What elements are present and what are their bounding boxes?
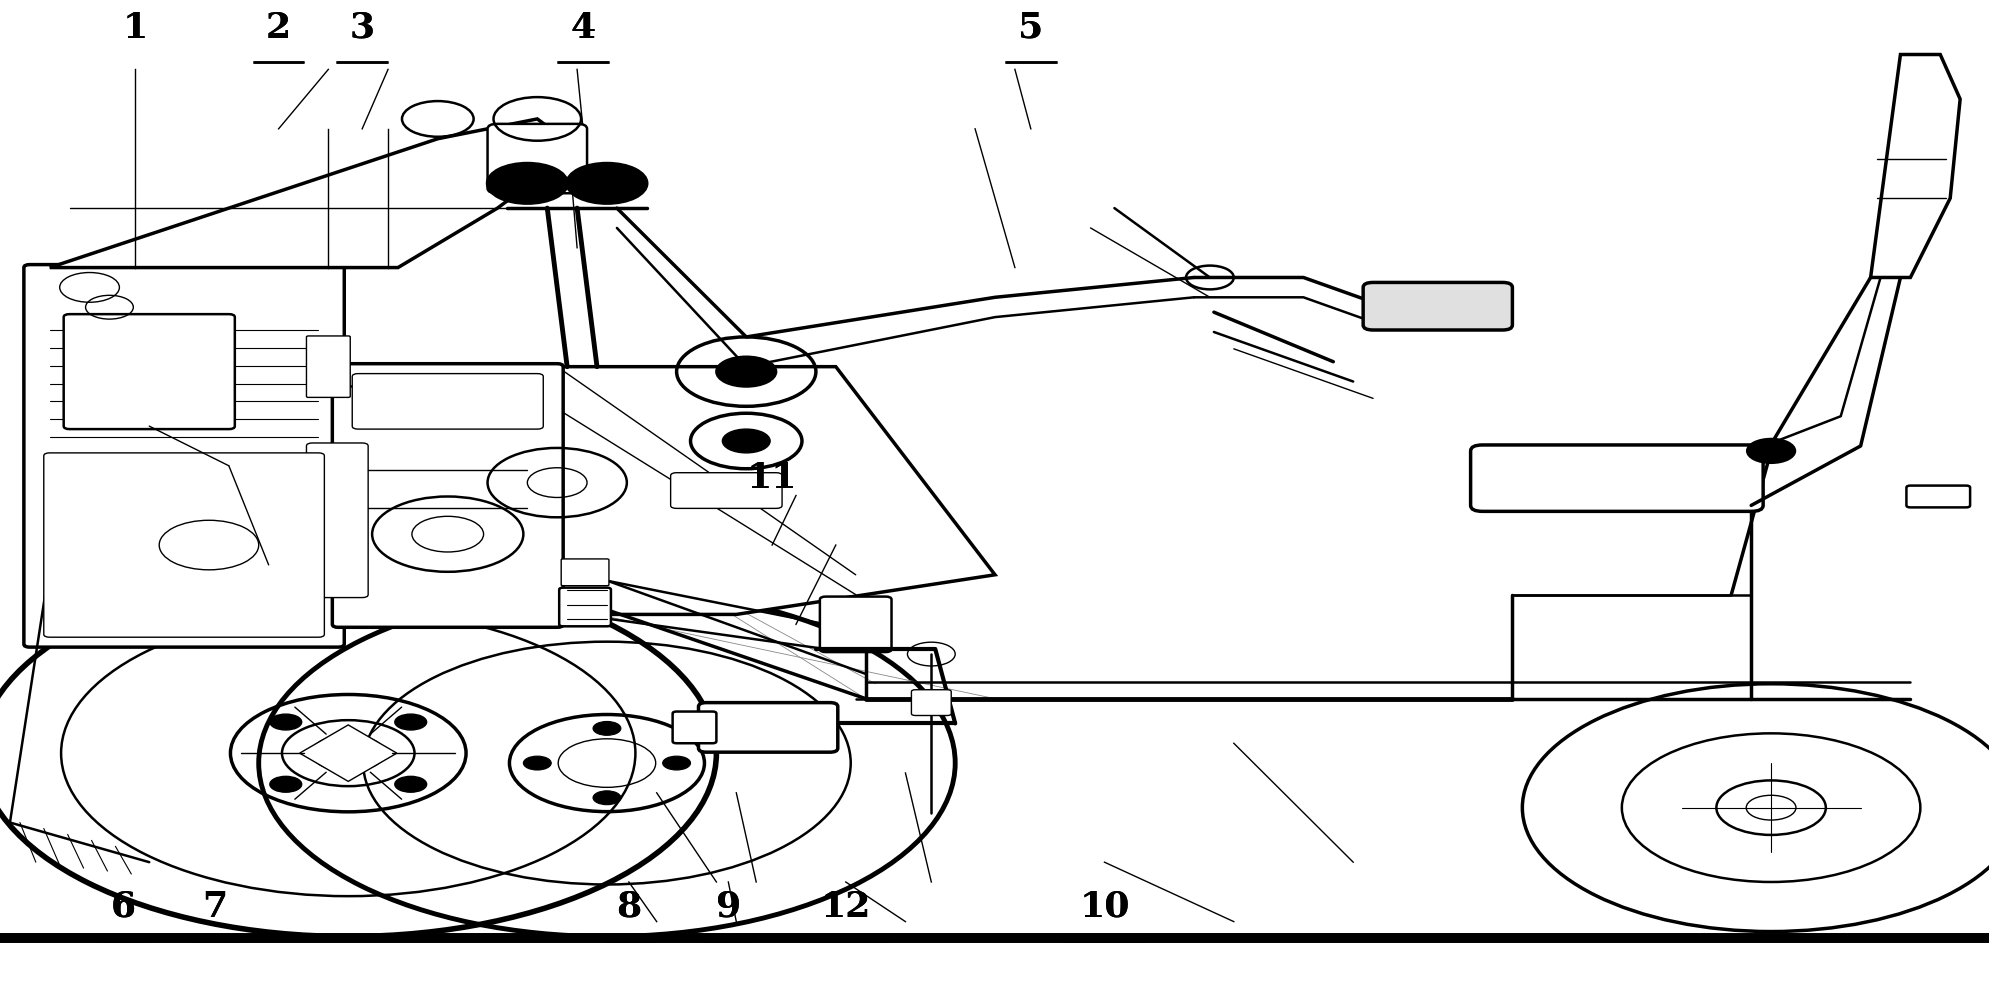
Text: 7: 7 [203, 890, 227, 924]
Text: 8: 8 [617, 890, 640, 924]
FancyBboxPatch shape [1905, 486, 1969, 507]
Text: 11: 11 [746, 462, 798, 496]
FancyBboxPatch shape [819, 597, 891, 652]
Text: 5: 5 [1018, 11, 1042, 45]
Circle shape [271, 715, 302, 730]
FancyBboxPatch shape [672, 712, 716, 743]
FancyBboxPatch shape [670, 473, 782, 508]
Circle shape [662, 756, 690, 770]
Text: 5: 5 [1018, 11, 1042, 45]
Text: 6: 6 [111, 890, 135, 924]
Text: 8: 8 [617, 890, 640, 924]
FancyBboxPatch shape [306, 443, 368, 598]
FancyBboxPatch shape [44, 453, 324, 637]
Polygon shape [308, 367, 994, 614]
Circle shape [593, 721, 621, 735]
Text: 9: 9 [716, 890, 740, 924]
FancyBboxPatch shape [561, 559, 609, 586]
Text: 1: 1 [123, 11, 147, 45]
Circle shape [1746, 439, 1794, 463]
FancyBboxPatch shape [64, 314, 235, 429]
Text: 2: 2 [267, 11, 290, 45]
Circle shape [716, 357, 776, 386]
Text: 2: 2 [267, 11, 290, 45]
Circle shape [394, 776, 426, 792]
Text: 4: 4 [571, 11, 595, 45]
Circle shape [523, 756, 551, 770]
Text: 10: 10 [1078, 890, 1130, 924]
Circle shape [394, 715, 426, 730]
FancyBboxPatch shape [332, 364, 563, 627]
Polygon shape [50, 119, 577, 268]
Polygon shape [1870, 55, 1959, 277]
Text: 12: 12 [819, 890, 871, 924]
Text: 9: 9 [716, 890, 740, 924]
Circle shape [487, 164, 567, 203]
Circle shape [271, 776, 302, 792]
Text: 12: 12 [819, 890, 871, 924]
FancyBboxPatch shape [352, 374, 543, 429]
Text: 4: 4 [571, 11, 595, 45]
FancyBboxPatch shape [306, 336, 350, 397]
Text: 7: 7 [203, 890, 227, 924]
Circle shape [567, 164, 646, 203]
FancyBboxPatch shape [698, 703, 837, 752]
Circle shape [593, 791, 621, 805]
Text: 10: 10 [1078, 890, 1130, 924]
Circle shape [722, 429, 770, 453]
Text: 1: 1 [123, 11, 147, 45]
Text: 11: 11 [746, 462, 798, 496]
FancyBboxPatch shape [559, 588, 611, 626]
FancyBboxPatch shape [24, 265, 344, 647]
Text: 3: 3 [350, 11, 374, 45]
FancyBboxPatch shape [1362, 282, 1512, 330]
Text: 6: 6 [111, 890, 135, 924]
Text: 3: 3 [350, 11, 374, 45]
FancyBboxPatch shape [487, 124, 587, 193]
Polygon shape [300, 725, 396, 781]
FancyBboxPatch shape [1470, 445, 1762, 511]
FancyBboxPatch shape [911, 690, 951, 716]
